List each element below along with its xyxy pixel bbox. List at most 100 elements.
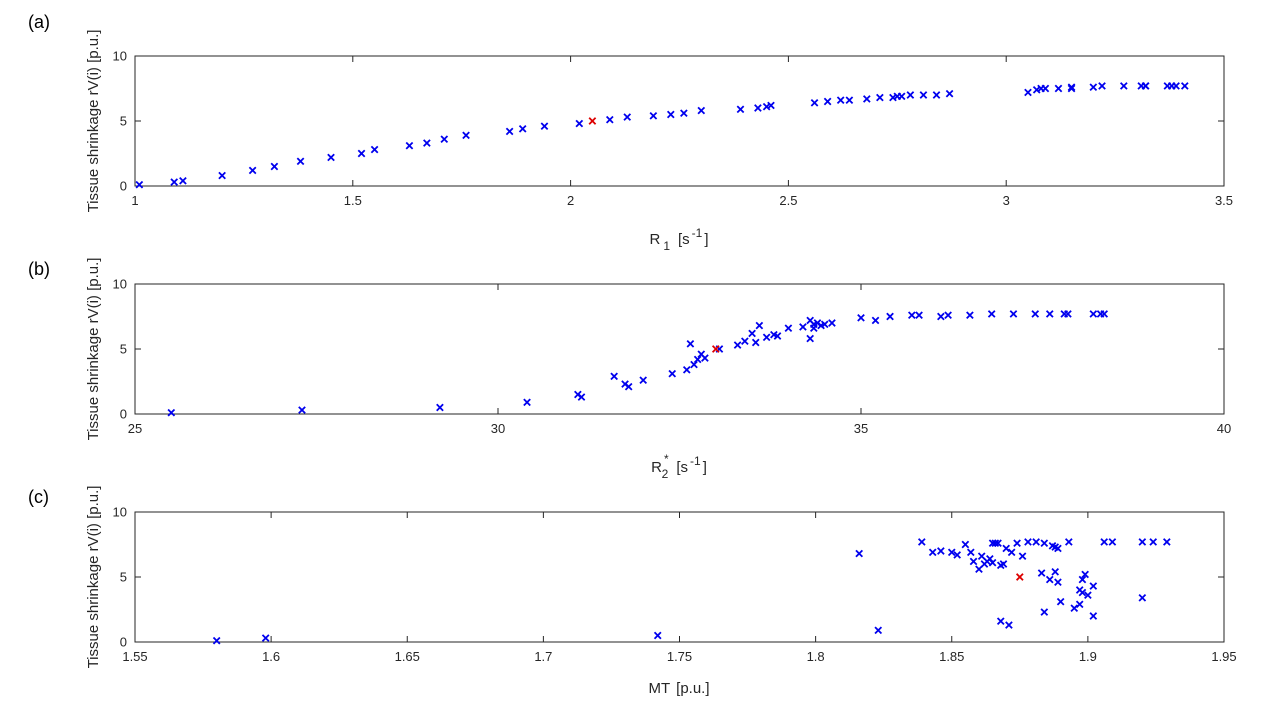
x-label-unit: [p.u.] — [676, 680, 709, 697]
x-tick-label: 3 — [1003, 193, 1010, 208]
data-point-stroke — [961, 540, 970, 549]
data-point-stroke — [1100, 538, 1109, 546]
x-tick-label: 2.5 — [779, 193, 797, 208]
data-point-stroke — [820, 320, 829, 329]
data-point — [1078, 575, 1087, 584]
data-point — [1067, 83, 1076, 92]
data-point-stroke — [799, 323, 807, 331]
data-point-stroke — [1002, 544, 1011, 553]
y-axis-label: Tissue shrinkage rV(i) [p.u.] — [85, 258, 102, 441]
data-point — [937, 312, 945, 321]
data-point — [624, 382, 633, 391]
data-point-stroke — [1045, 575, 1054, 584]
data-point-stroke — [845, 96, 854, 105]
data-point — [915, 311, 923, 320]
data-point — [897, 92, 906, 101]
x-label-sup-star: * — [664, 452, 669, 466]
data-point — [436, 403, 444, 412]
data-point-stroke — [907, 311, 916, 320]
data-point — [540, 122, 549, 131]
data-point-stroke — [1081, 570, 1089, 579]
data-point-stroke — [1040, 608, 1049, 616]
data-point — [754, 104, 762, 112]
data-point — [1149, 538, 1158, 546]
y-axis-label: Tissue shrinkage rV(i) [p.u.] — [85, 30, 102, 213]
data-point — [937, 547, 945, 555]
data-point-stroke — [947, 548, 956, 557]
data-point-stroke — [653, 631, 662, 640]
data-point-stroke — [605, 115, 614, 124]
data-point-stroke — [518, 124, 527, 133]
y-tick-label: 5 — [120, 114, 127, 129]
data-point — [680, 109, 688, 118]
data-point — [961, 540, 970, 549]
data-point — [682, 365, 691, 374]
x-tick-label: 1.8 — [807, 649, 825, 664]
data-point — [762, 333, 771, 342]
x-label-main: R — [651, 459, 662, 476]
data-point-stroke — [988, 558, 997, 567]
data-point — [906, 91, 915, 99]
data-point — [928, 548, 937, 557]
data-points — [212, 538, 1171, 645]
data-point-stroke — [1054, 84, 1063, 93]
data-point — [871, 316, 880, 325]
y-axis-label: Tissue shrinkage rV(i) [p.u.] — [85, 486, 102, 669]
x-tick-label: 1.65 — [395, 649, 420, 664]
data-point — [947, 548, 956, 557]
data-point-stroke — [701, 354, 709, 362]
data-point-stroke — [1078, 575, 1087, 584]
data-point — [405, 141, 414, 150]
data-point-stroke — [666, 110, 675, 119]
panel-b: (b) 25 30 35 40 0 5 10 Tissue shrinkage rV(i) … — [28, 258, 1231, 481]
data-point — [1108, 538, 1117, 546]
data-point — [855, 549, 864, 558]
data-point — [919, 91, 928, 99]
x-tick-label: 3.5 — [1215, 193, 1233, 208]
data-point-stroke — [836, 96, 845, 105]
data-point-stroke — [1067, 83, 1076, 92]
data-point-stroke — [697, 106, 706, 115]
data-point-stroke — [915, 311, 923, 320]
data-point — [1051, 543, 1060, 551]
data-point — [1002, 544, 1011, 553]
data-point — [261, 634, 270, 642]
data-point — [248, 166, 257, 175]
data-point-stroke — [874, 626, 883, 635]
data-point — [179, 176, 187, 185]
data-point — [370, 145, 379, 154]
data-point-stroke — [298, 406, 306, 414]
data-point — [1075, 600, 1084, 609]
data-point — [666, 110, 675, 119]
data-point-stroke — [680, 109, 688, 118]
data-point — [1045, 575, 1054, 584]
data-point-stroke — [170, 178, 179, 186]
data-point-stroke — [1119, 82, 1128, 90]
data-point — [575, 119, 584, 128]
y-tick-label: 5 — [120, 570, 127, 585]
data-point-stroke — [1149, 538, 1158, 546]
data-point — [828, 319, 836, 327]
data-point-stroke — [762, 102, 771, 111]
data-point — [806, 334, 815, 343]
data-point-stroke — [167, 408, 176, 417]
data-point — [1162, 538, 1171, 546]
data-point-stroke — [1056, 597, 1065, 606]
data-point — [932, 91, 941, 99]
data-point — [523, 398, 531, 407]
data-point-stroke — [1037, 569, 1046, 577]
data-point — [836, 96, 845, 105]
data-point-stroke — [755, 321, 764, 330]
data-point-stroke — [823, 97, 832, 106]
data-point-stroke — [809, 320, 818, 329]
x-label-main: R — [649, 231, 660, 248]
data-point — [1078, 588, 1087, 597]
data-point-stroke — [987, 310, 996, 318]
data-point — [1031, 310, 1040, 318]
x-tick-label: 1.5 — [344, 193, 362, 208]
highlight-point — [711, 345, 720, 353]
data-point — [994, 539, 1002, 548]
x-tick-label: 2 — [567, 193, 574, 208]
data-point-stroke — [1009, 310, 1018, 318]
